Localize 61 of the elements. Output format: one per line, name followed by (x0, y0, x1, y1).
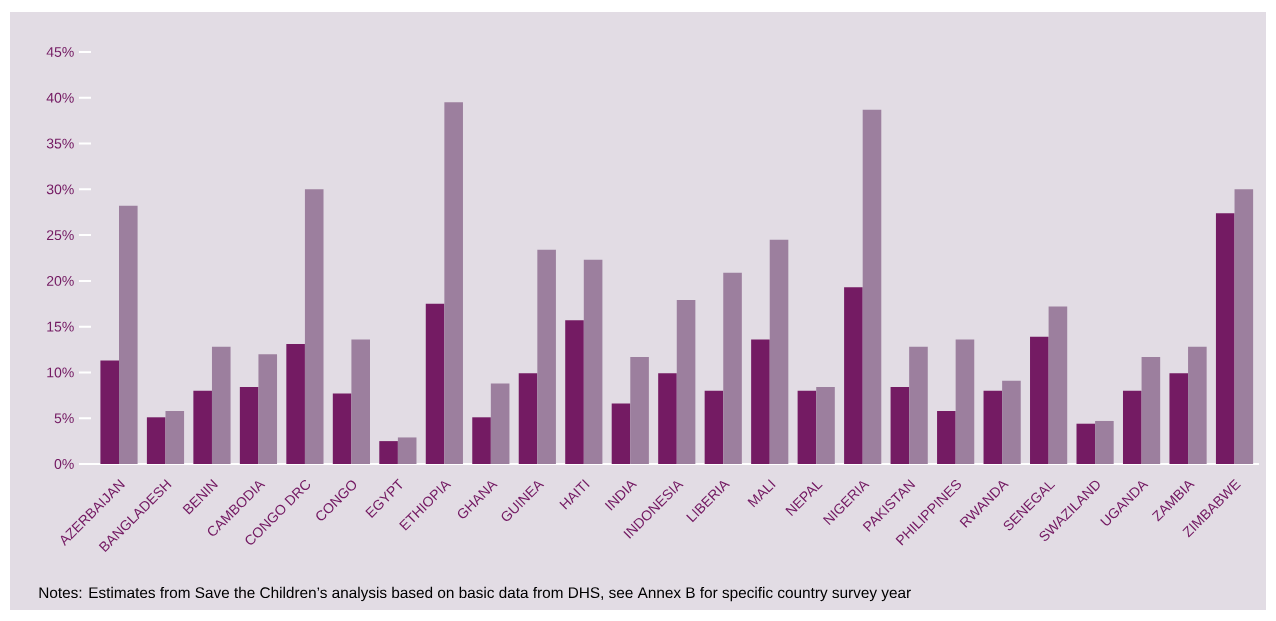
bar (1122, 390, 1142, 464)
bar (844, 287, 863, 464)
bar (444, 102, 463, 464)
bar (304, 189, 324, 464)
y-tick-label: 35% (46, 138, 74, 149)
bar (286, 344, 305, 464)
bar (425, 303, 445, 464)
y-tick-label: 45% (46, 47, 74, 57)
bar (211, 346, 231, 464)
bar (704, 390, 724, 464)
bar (1141, 356, 1161, 464)
bar (1188, 346, 1207, 464)
y-tick-label: 25% (46, 230, 74, 241)
bar (1215, 213, 1235, 464)
bar (193, 390, 212, 464)
y-tick-label: 40% (46, 92, 74, 103)
bar (1002, 380, 1021, 464)
y-tick-label: 30% (46, 184, 74, 195)
bar (583, 259, 603, 464)
bar (890, 387, 910, 464)
bar (537, 249, 556, 464)
bar (1076, 423, 1096, 464)
bar (983, 390, 1003, 464)
bar (909, 346, 928, 464)
bar (351, 339, 370, 464)
bar (862, 109, 882, 464)
bar (630, 356, 649, 464)
bar (1030, 336, 1049, 464)
bar (490, 383, 510, 464)
bar (723, 272, 742, 464)
bar (1095, 420, 1114, 464)
bar (816, 387, 835, 464)
bar (258, 354, 278, 464)
bar (611, 403, 631, 464)
bar (751, 339, 770, 464)
bar (797, 390, 817, 464)
bar (565, 320, 584, 464)
bar (937, 410, 956, 464)
text: Notes: Estimates from Save the Children’s analysis based on basic data from DHS, see Annex B for specific country survey year (39, 586, 911, 602)
y-tick-label: 0% (54, 459, 74, 469)
bar (119, 205, 138, 464)
bar (100, 360, 120, 464)
bar (165, 410, 185, 464)
y-tick-label: 15% (47, 321, 74, 332)
bar (658, 373, 677, 464)
bar (1234, 189, 1254, 464)
bar (518, 373, 538, 464)
bar (332, 393, 352, 464)
bar (769, 239, 789, 464)
bar (1169, 373, 1189, 464)
bar (472, 417, 491, 464)
bar (1048, 306, 1068, 464)
bar (397, 437, 417, 464)
y-tick-label: 5% (54, 413, 74, 424)
y-tick-label: 20% (46, 275, 74, 286)
bar (146, 417, 166, 464)
bar (955, 339, 975, 464)
bar (676, 300, 696, 464)
y-tick-label: 10% (47, 367, 74, 378)
bar (239, 387, 259, 464)
bar (379, 441, 398, 464)
